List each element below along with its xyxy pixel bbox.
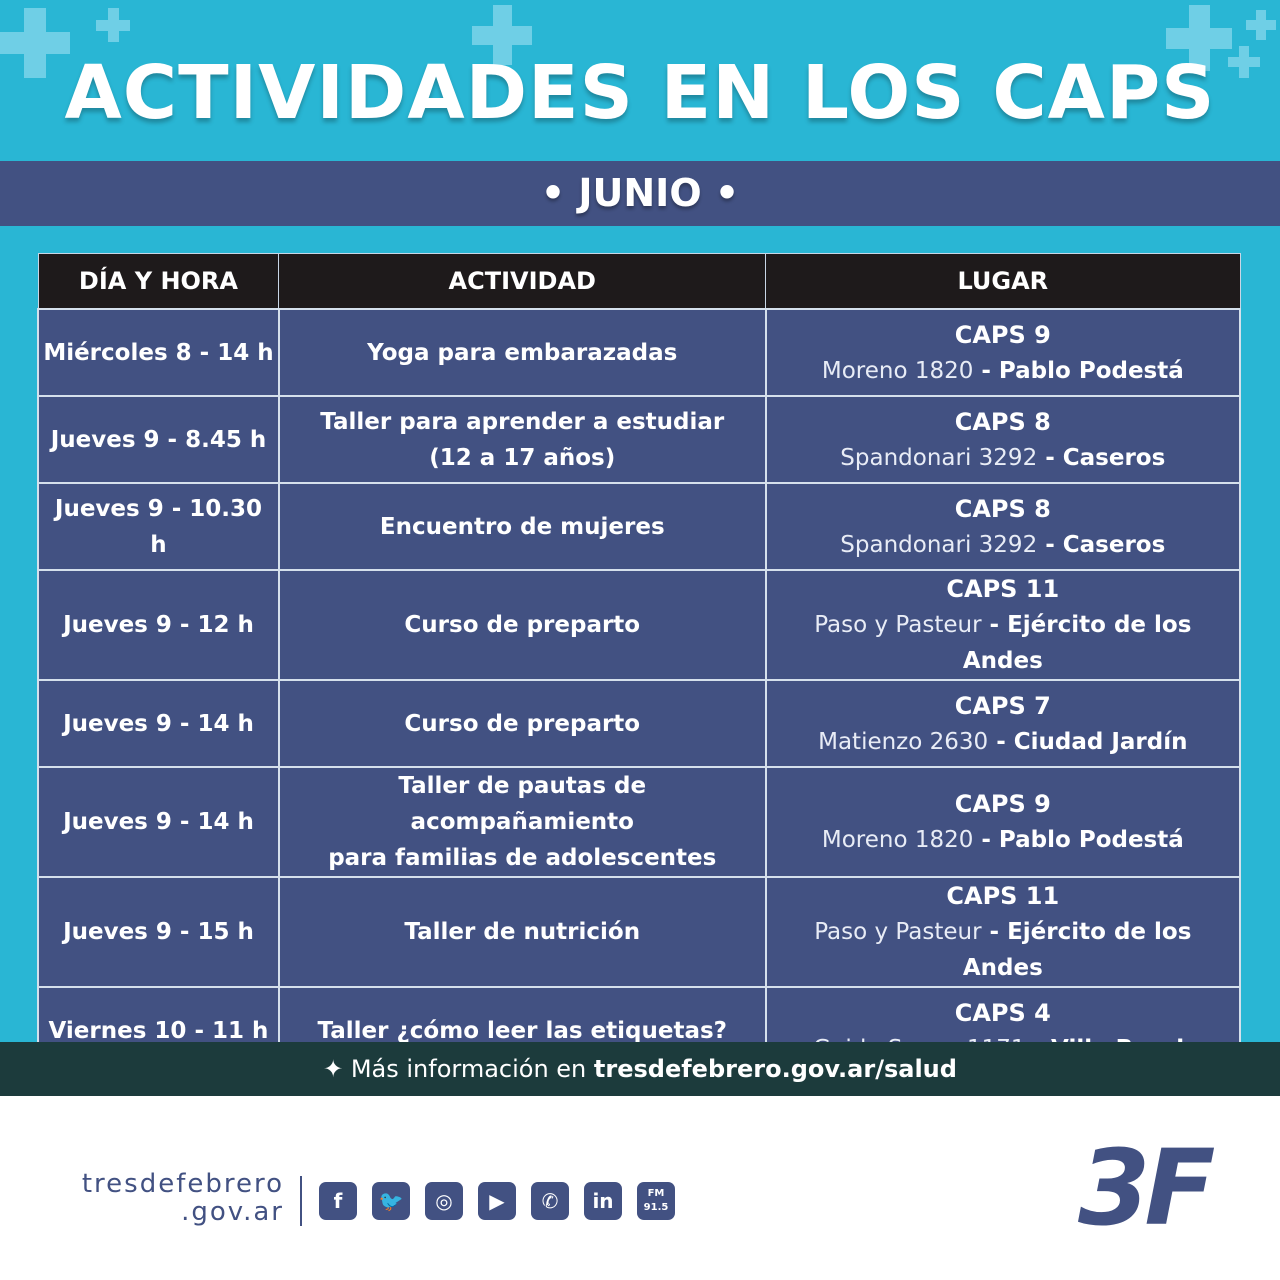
- activity-line1: Encuentro de mujeres: [379, 513, 665, 540]
- footer-divider: [300, 1176, 302, 1226]
- site-logo-line1: tresdefebrero: [81, 1169, 284, 1199]
- table-row: Jueves 9 - 14 h Taller de pautas de acomp…: [37, 766, 1242, 878]
- activity-line1: Taller de nutrición: [404, 919, 641, 945]
- caps-district: - Ciudad Jardín: [988, 728, 1188, 755]
- info-link[interactable]: tresdefebrero.gov.ar/salud: [593, 1055, 957, 1083]
- caps-address: Matienzo 2630: [818, 728, 989, 755]
- caps-address: Spandonari 3292: [840, 444, 1038, 471]
- caps-address: Paso y Pasteur: [814, 919, 982, 945]
- cell-place: CAPS 7 Matienzo 2630 - Ciudad Jardín: [764, 679, 1242, 768]
- cell-activity: Taller de nutrición: [277, 876, 767, 988]
- caps-location: Matienzo 2630 - Ciudad Jardín: [771, 724, 1235, 760]
- column-header-place: LUGAR: [765, 253, 1241, 310]
- cell-day: Jueves 9 - 14 h: [37, 766, 280, 878]
- twitter-icon[interactable]: 🐦: [372, 1182, 410, 1220]
- month-band: • JUNIO •: [0, 161, 1280, 226]
- site-logo[interactable]: tresdefebrero .gov.ar: [62, 1170, 284, 1226]
- activity-line1: Taller ¿cómo leer las etiquetas?: [317, 1017, 728, 1044]
- info-bar: ✦ Más información en tresdefebrero.gov.a…: [0, 1042, 1280, 1096]
- caps-district: - Ejército de los Andes: [962, 919, 1192, 981]
- plus-decoration-icon: [1246, 10, 1276, 40]
- cell-activity: Curso de preparto: [277, 569, 767, 681]
- caps-name: CAPS 9: [954, 790, 1051, 818]
- cell-place: CAPS 9 Moreno 1820 - Pablo Podestá: [764, 766, 1242, 878]
- radio-icon[interactable]: FM 91.5: [637, 1182, 675, 1220]
- table-row: Jueves 9 - 12 h Curso de preparto CAPS 11 P…: [37, 569, 1242, 681]
- cell-day: Jueves 9 - 14 h: [37, 679, 280, 768]
- page-title: ACTIVIDADES EN LOS CAPS: [64, 50, 1216, 136]
- table-row: Jueves 9 - 14 h Curso de preparto CAPS 7 Ma…: [37, 679, 1242, 768]
- cell-activity: Taller de pautas de acompañamiento para f…: [277, 766, 767, 878]
- caps-address: Paso y Pasteur: [814, 612, 982, 638]
- caps-name: CAPS 9: [954, 320, 1051, 349]
- column-header-day: DÍA Y HORA: [37, 253, 280, 310]
- caps-address: Spandonari 3292: [840, 531, 1038, 558]
- caps-name: CAPS 8: [954, 407, 1051, 436]
- caps-name: CAPS 11: [946, 575, 1060, 603]
- month-label: • JUNIO •: [540, 171, 740, 215]
- cursor-click-icon: ✦: [323, 1055, 351, 1083]
- caps-name: CAPS 11: [946, 882, 1060, 910]
- caps-district: - Ejército de los Andes: [962, 612, 1192, 674]
- caps-name: CAPS 4: [954, 998, 1051, 1027]
- cell-place: CAPS 8 Spandonari 3292 - Caseros: [764, 395, 1242, 484]
- plus-decoration-icon: [1228, 46, 1260, 78]
- activities-table: DÍA Y HORA ACTIVIDAD LUGAR Miércoles 8 -…: [37, 253, 1242, 1075]
- youtube-icon[interactable]: ▶: [478, 1182, 516, 1220]
- cell-place: CAPS 11 Paso y Pasteur - Ejército de los …: [764, 569, 1242, 681]
- activity-line1: Curso de preparto: [404, 710, 641, 737]
- cell-activity: Taller para aprender a estudiar (12 a 17 …: [277, 395, 767, 484]
- caps-address: Moreno 1820: [821, 827, 974, 853]
- cell-day: Jueves 9 - 12 h: [37, 569, 280, 681]
- cell-place: CAPS 8 Spandonari 3292 - Caseros: [764, 482, 1242, 571]
- activity-line1: Taller para aprender a estudiar: [320, 408, 725, 435]
- cell-activity: Encuentro de mujeres: [277, 482, 767, 571]
- linkedin-icon[interactable]: in: [584, 1182, 622, 1220]
- caps-district: - Caseros: [1037, 444, 1166, 471]
- cell-day: Jueves 9 - 8.45 h: [37, 395, 280, 484]
- plus-decoration-icon: [96, 8, 130, 42]
- table-row: Jueves 9 - 10.30 h Encuentro de mujeres CA…: [37, 482, 1242, 571]
- table-row: Miércoles 8 - 14 h Yoga para embarazadas C…: [37, 308, 1242, 397]
- cell-place: CAPS 11 Paso y Pasteur - Ejército de los …: [764, 876, 1242, 988]
- caps-district: - Pablo Podestá: [973, 357, 1184, 384]
- activity-line2: para familias de adolescentes: [328, 845, 717, 871]
- table-header-row: DÍA Y HORA ACTIVIDAD LUGAR: [37, 253, 1241, 310]
- caps-district: - Pablo Podestá: [973, 827, 1184, 853]
- column-header-activity: ACTIVIDAD: [278, 253, 767, 310]
- cell-activity: Yoga para embarazadas: [277, 308, 767, 397]
- activity-line2: (12 a 17 años): [429, 444, 616, 471]
- caps-location: Moreno 1820 - Pablo Podestá: [771, 353, 1235, 389]
- site-logo-line2: .gov.ar: [181, 1197, 284, 1227]
- plus-decoration-icon: [472, 5, 532, 65]
- cell-place: CAPS 9 Moreno 1820 - Pablo Podestá: [764, 308, 1242, 397]
- cell-day: Miércoles 8 - 14 h: [37, 308, 280, 397]
- instagram-icon[interactable]: ◎: [425, 1182, 463, 1220]
- cell-activity: Curso de preparto: [277, 679, 767, 768]
- caps-address: Moreno 1820: [821, 357, 974, 384]
- plus-decoration-icon: [1166, 5, 1232, 71]
- caps-location: Spandonari 3292 - Caseros: [771, 440, 1235, 476]
- caps-location: Moreno 1820 - Pablo Podestá: [771, 822, 1235, 858]
- caps-location: Spandonari 3292 - Caseros: [771, 527, 1235, 563]
- table-row: Jueves 9 - 15 h Taller de nutrición CAPS 1…: [37, 876, 1242, 988]
- caps-district: - Caseros: [1037, 531, 1166, 558]
- caps-name: CAPS 7: [954, 691, 1051, 720]
- caps-location: Paso y Pasteur - Ejército de los Andes: [771, 914, 1235, 986]
- poster-background: ACTIVIDADES EN LOS CAPS • JUNIO • DÍA Y …: [0, 0, 1280, 1096]
- activity-line1: Curso de preparto: [404, 612, 641, 638]
- table-row: Jueves 9 - 8.45 h Taller para aprender a …: [37, 395, 1242, 484]
- brand-logo: 3F: [1078, 1127, 1215, 1249]
- info-prefix: Más información en: [350, 1055, 594, 1083]
- whatsapp-icon[interactable]: ✆: [531, 1182, 569, 1220]
- cell-day: Jueves 9 - 10.30 h: [37, 482, 280, 571]
- activity-line1: Yoga para embarazadas: [367, 339, 678, 366]
- cell-day: Jueves 9 - 15 h: [37, 876, 280, 988]
- facebook-icon[interactable]: f: [319, 1182, 357, 1220]
- plus-decoration-icon: [0, 8, 70, 78]
- activity-line1: Taller de pautas de acompañamiento: [398, 773, 647, 835]
- caps-location: Paso y Pasteur - Ejército de los Andes: [771, 607, 1235, 679]
- caps-name: CAPS 8: [954, 494, 1051, 523]
